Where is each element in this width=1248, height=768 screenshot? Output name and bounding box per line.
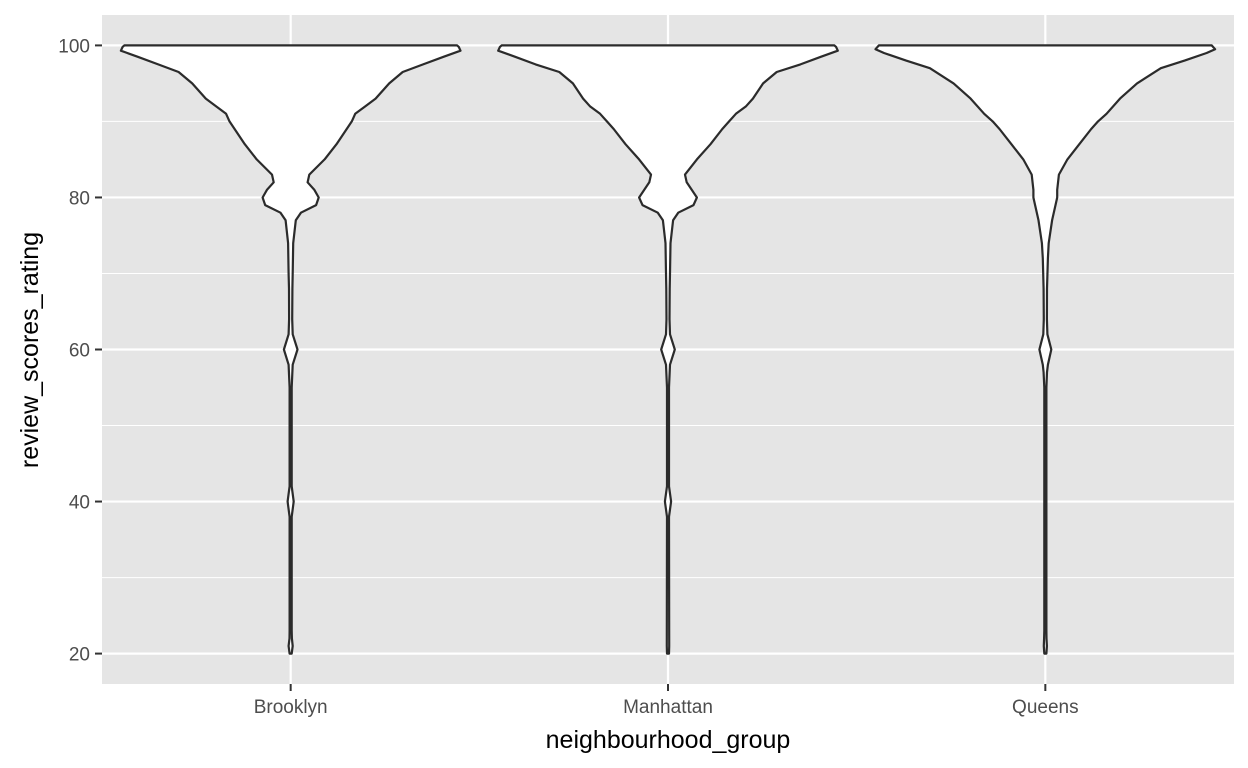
violins	[119, 44, 1217, 655]
violin-manhattan	[497, 44, 839, 655]
y-axis: 20 40 60 80 100	[58, 36, 102, 666]
x-tick-label: Queens	[1012, 697, 1079, 718]
x-tick-label: Manhattan	[623, 697, 713, 718]
x-axis: Brooklyn Manhattan Queens	[254, 684, 1079, 718]
y-tick-label: 80	[69, 188, 90, 209]
x-axis-title: neighbourhood_group	[546, 726, 791, 754]
violin-brooklyn	[119, 44, 462, 655]
y-axis-title: review_scores_rating	[16, 232, 44, 468]
y-tick-label: 60	[69, 341, 90, 362]
x-tick-label: Brooklyn	[254, 697, 328, 718]
y-tick-label: 40	[69, 493, 90, 514]
y-tick-label: 20	[69, 645, 90, 666]
violin-queens	[874, 44, 1217, 655]
y-tick-label: 100	[58, 36, 90, 57]
